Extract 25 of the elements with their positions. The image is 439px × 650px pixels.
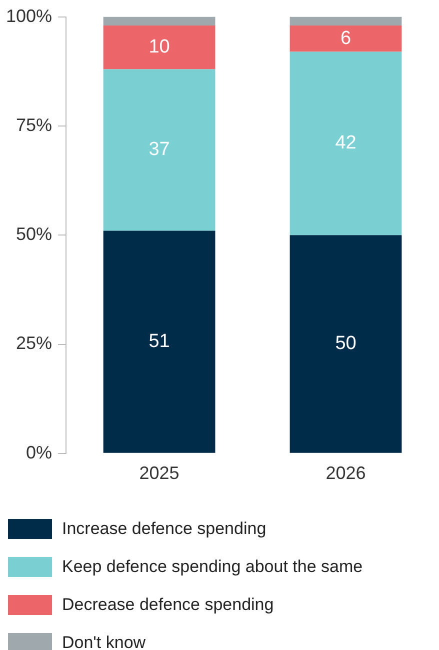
y-tick-label: 100% — [6, 6, 52, 26]
bar — [290, 52, 402, 236]
y-tick-label: 25% — [16, 333, 52, 354]
bar — [290, 235, 402, 453]
x-tick-label: 2026 — [326, 463, 366, 484]
legend-label: Increase defence spending — [62, 519, 266, 539]
legend-label: Keep defence spending about the same — [62, 557, 363, 577]
data-label: 37 — [148, 139, 170, 160]
bar — [290, 16, 402, 26]
bar — [290, 26, 402, 52]
legend-label: Decrease defence spending — [62, 595, 274, 615]
bar — [103, 16, 216, 26]
y-tick-label: 0% — [26, 442, 52, 462]
data-label: 10 — [148, 36, 170, 58]
data-label: 42 — [335, 132, 356, 154]
bar — [103, 230, 216, 453]
legend-label: Don't know — [62, 633, 146, 650]
y-tick-label: 50% — [16, 224, 52, 244]
data-label: 50 — [335, 333, 356, 354]
data-label: 51 — [148, 331, 170, 352]
bar — [103, 69, 216, 231]
data-label: 6 — [340, 28, 352, 49]
bar — [103, 26, 216, 70]
x-tick-label: 2025 — [139, 463, 180, 484]
y-tick-label: 75% — [16, 114, 52, 135]
